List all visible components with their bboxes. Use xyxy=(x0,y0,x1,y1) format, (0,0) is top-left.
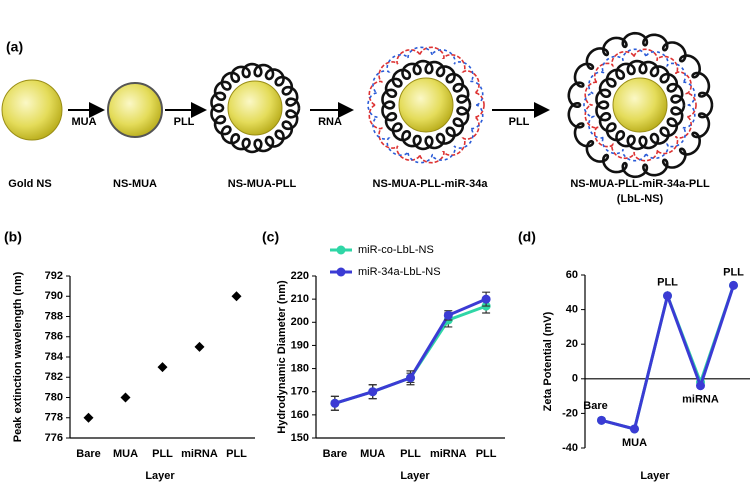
y-tick-label: 782 xyxy=(45,371,63,383)
legend-label: miR-co-LbL-NS xyxy=(358,244,434,256)
polymer-coil xyxy=(595,59,686,151)
panel-label: (c) xyxy=(262,229,279,245)
y-tick-label: 786 xyxy=(45,331,63,343)
polymer-coil xyxy=(210,62,301,154)
y-tick-label: 784 xyxy=(45,351,64,363)
schematic: (a) MUA PLL RNA PLL Gold NS NS-MUA NS-MU… xyxy=(1,31,714,205)
point xyxy=(194,341,205,352)
y-tick-label: 160 xyxy=(291,409,309,421)
y-tick-label: 0 xyxy=(572,373,578,385)
point xyxy=(330,398,340,408)
step-label: NS-MUA-PLL xyxy=(228,178,297,190)
x-tick-label: miRNA xyxy=(430,448,467,460)
y-tick-label: 210 xyxy=(291,293,309,305)
step-label: Gold NS xyxy=(8,178,51,190)
x-tick-label: Bare xyxy=(76,448,100,460)
y-tick-label: 40 xyxy=(566,304,578,316)
x-tick-label: PLL xyxy=(226,448,247,460)
gold-sphere xyxy=(612,77,668,133)
legend-swatch xyxy=(336,267,346,277)
x-tick-label: Bare xyxy=(323,448,347,460)
y-tick-label: 190 xyxy=(291,339,309,351)
point-label: Bare xyxy=(583,400,607,412)
series-line xyxy=(334,304,487,405)
rna-strand xyxy=(583,48,696,162)
y-tick-label: 180 xyxy=(291,362,309,374)
gold-sphere xyxy=(227,80,283,136)
gold-sphere xyxy=(1,79,63,141)
y-tick-label: 792 xyxy=(45,270,63,282)
step-label: NS-MUA-PLL-miR-34a xyxy=(373,178,489,190)
arrow-label: PLL xyxy=(509,116,530,128)
point xyxy=(368,387,378,397)
series-line xyxy=(601,284,735,431)
gold-sphere xyxy=(107,82,163,138)
rna-strand xyxy=(584,48,697,162)
y-axis-label: Peak extinction wavelength (nm) xyxy=(12,271,24,442)
point xyxy=(481,294,491,304)
x-axis-label: Layer xyxy=(640,470,670,482)
y-tick-label: -40 xyxy=(562,442,578,454)
legend-swatch xyxy=(336,245,346,255)
point xyxy=(157,362,168,373)
panel-label: (a) xyxy=(6,39,23,55)
polymer-coil xyxy=(381,59,472,151)
x-axis-label: Layer xyxy=(400,470,430,482)
point-label: PLL xyxy=(657,277,678,289)
point xyxy=(231,291,242,302)
series-line xyxy=(601,284,735,431)
x-tick-label: PLL xyxy=(152,448,173,460)
arrow-label: MUA xyxy=(71,116,96,128)
y-tick-label: 776 xyxy=(45,432,63,444)
point-label: miRNA xyxy=(682,394,719,406)
step-label: NS-MUA-PLL-miR-34a-PLL xyxy=(570,178,710,190)
point xyxy=(630,424,639,434)
y-tick-label: 788 xyxy=(45,310,63,322)
x-tick-label: miRNA xyxy=(181,448,218,460)
y-tick-label: 780 xyxy=(45,391,63,403)
y-tick-label: 150 xyxy=(291,432,309,444)
point xyxy=(696,381,705,391)
point xyxy=(120,392,131,403)
point xyxy=(597,415,606,425)
legend-label: miR-34a-LbL-NS xyxy=(358,266,441,278)
panel-label: (d) xyxy=(518,229,536,245)
point-label: PLL xyxy=(723,266,744,278)
gold-sphere xyxy=(398,77,454,133)
x-tick-label: MUA xyxy=(360,448,385,460)
y-tick-label: 220 xyxy=(291,270,309,282)
y-tick-label: 170 xyxy=(291,386,309,398)
point xyxy=(83,412,94,423)
y-tick-label: 20 xyxy=(566,338,578,350)
arrow-label: RNA xyxy=(318,116,342,128)
x-tick-label: PLL xyxy=(400,448,421,460)
point xyxy=(443,310,453,320)
y-tick-label: -20 xyxy=(562,407,578,419)
step-label: NS-MUA xyxy=(113,178,157,190)
x-tick-label: MUA xyxy=(113,448,138,460)
point xyxy=(406,373,415,383)
arrow-label: PLL xyxy=(174,116,195,128)
polymer-coil xyxy=(567,31,714,179)
step-label: (LbL-NS) xyxy=(617,193,664,205)
panel-label: (b) xyxy=(4,229,22,245)
point-label: MUA xyxy=(622,437,647,449)
y-axis-label: Zeta Potential (mV) xyxy=(542,311,554,411)
y-tick-label: 778 xyxy=(45,412,63,424)
x-axis-label: Layer xyxy=(145,470,175,482)
y-tick-label: 200 xyxy=(291,316,309,328)
x-tick-label: PLL xyxy=(476,448,497,460)
y-tick-label: 790 xyxy=(45,290,63,302)
point xyxy=(663,291,672,301)
y-tick-label: 60 xyxy=(566,269,578,281)
y-axis-label: Hydrodynamic Diameter (nm) xyxy=(276,280,288,434)
point xyxy=(729,280,738,290)
